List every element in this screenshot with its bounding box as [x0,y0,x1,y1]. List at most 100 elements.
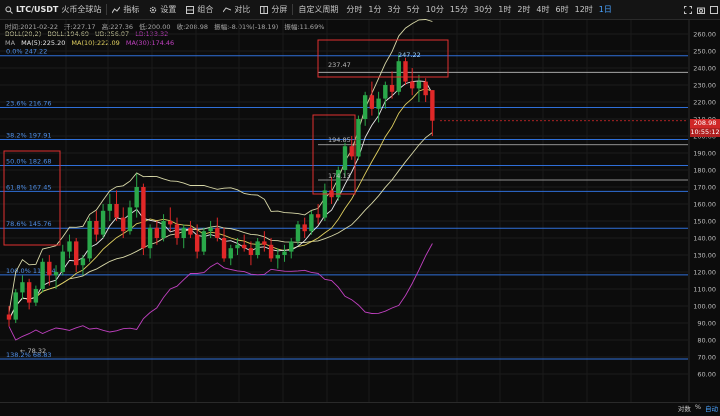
candle-body[interactable] [255,241,260,255]
interval-1h[interactable]: 1时 [498,5,512,14]
candle-body[interactable] [201,231,207,252]
interval-30m[interactable]: 30分 [474,5,493,14]
candle-body[interactable] [141,187,146,249]
price-tick: 240.00 [693,65,716,73]
annotation-box-fib-left[interactable] [3,150,61,246]
candle-body[interactable] [188,227,193,235]
candle-body[interactable] [248,248,254,255]
candle-body[interactable] [174,224,180,238]
split-screen-button[interactable]: 分屏 [255,0,292,19]
candle-body[interactable] [295,224,301,242]
candle-body[interactable] [376,98,381,109]
indicator-button[interactable]: 指标 [107,0,144,19]
candle-body[interactable] [6,314,12,320]
interval-12h[interactable]: 12时 [574,5,593,14]
interval-10m[interactable]: 10分 [425,5,444,14]
interval-fenshi[interactable]: 分时 [346,5,363,14]
candle-body[interactable] [389,85,395,92]
candle-body[interactable] [356,119,361,157]
candle-body[interactable] [47,261,52,276]
candle-body[interactable] [309,214,314,232]
candle-body[interactable] [161,221,166,238]
candle-body[interactable] [315,214,321,218]
interval-1d[interactable]: 1日 [598,5,612,14]
candle-body[interactable] [114,204,119,218]
candle-body[interactable] [107,204,112,211]
candle-body[interactable] [430,90,435,121]
interval-5m[interactable]: 5分 [406,5,420,14]
footer-bar [0,402,720,416]
exchange-label: 火币全球站 [61,5,102,14]
camera-icon[interactable] [697,6,705,14]
candle-body[interactable] [60,251,65,272]
candle-body[interactable] [275,255,280,259]
candle-body[interactable] [289,241,294,252]
price-chart[interactable]: 0.0% 247.22 23.6% 216.76 38.2% 197.91 50.0%… [0,0,720,402]
candle-body[interactable] [53,272,59,276]
symbol-selector[interactable]: LTC/USDT 火币全球站 [0,0,106,19]
interval-15m[interactable]: 15分 [449,5,469,14]
candle-body[interactable] [403,61,408,82]
candle-body[interactable] [134,187,139,208]
candle-body[interactable] [282,251,287,255]
candle-body[interactable] [322,190,328,218]
window-icon[interactable] [710,5,718,14]
candle-body[interactable] [208,227,213,232]
candle-body[interactable] [154,227,160,238]
auto-scale-toggle[interactable]: 自动 [705,405,718,413]
price-tick: 110.00 [693,286,716,294]
chart-grid [0,20,688,402]
candle-body[interactable] [13,292,18,320]
annotation-texts: 237.47 194.85 174.13 247.22 ← 78.32 [20,51,421,355]
candle-body[interactable] [369,95,375,109]
candle-body[interactable] [242,244,247,249]
candle-body[interactable] [423,81,428,96]
candle-body[interactable] [383,85,388,99]
annotation-box-top[interactable] [317,39,449,78]
candle-body[interactable] [33,289,39,303]
candle-body[interactable] [349,146,354,157]
candle-body[interactable] [268,244,274,259]
candle-body[interactable] [80,258,86,266]
candle-body[interactable] [416,81,422,89]
candle-body[interactable] [40,261,45,289]
interval-3m[interactable]: 3分 [387,5,401,14]
candle-body[interactable] [127,207,133,232]
candle-body[interactable] [262,241,267,245]
candle-body[interactable] [221,238,227,259]
candle-body[interactable] [410,81,415,89]
candle-body[interactable] [94,221,99,235]
candle-body[interactable] [20,282,25,293]
candle-body[interactable] [302,224,307,232]
candle-body[interactable] [26,282,32,303]
candle-body[interactable] [336,170,341,198]
fullscreen-icon[interactable] [684,5,692,14]
settings-button[interactable]: 设置 [144,0,181,19]
candle-body[interactable] [235,244,240,249]
interval-2h[interactable]: 2时 [517,5,531,14]
percent-scale-toggle[interactable]: % [694,403,701,411]
combo-button[interactable]: 组合 [181,0,218,19]
candle-body[interactable] [74,241,79,266]
candle-body[interactable] [215,227,220,238]
custom-period-button[interactable]: 自定义周期 [293,0,343,19]
candle-body[interactable] [67,241,72,252]
candle-body[interactable] [228,248,233,259]
candle-body[interactable] [362,95,368,119]
candle-body[interactable] [121,217,126,232]
interval-1m[interactable]: 1分 [368,5,382,14]
interval-4h[interactable]: 4时 [536,5,550,14]
candle-body[interactable] [147,227,153,249]
interval-6h[interactable]: 6时 [555,5,569,14]
candle-body[interactable] [100,210,106,235]
compare-label: 对比 [234,5,251,14]
divider [292,4,294,15]
log-scale-toggle[interactable]: 对数 [677,405,691,413]
candle-body[interactable] [87,221,92,259]
candle-body[interactable] [194,234,200,252]
annotation-box-mid[interactable] [312,114,356,195]
candle-body[interactable] [342,146,348,170]
compare-button[interactable]: 对比 [218,0,255,19]
candle-body[interactable] [181,227,186,238]
candle-body[interactable] [168,221,173,225]
